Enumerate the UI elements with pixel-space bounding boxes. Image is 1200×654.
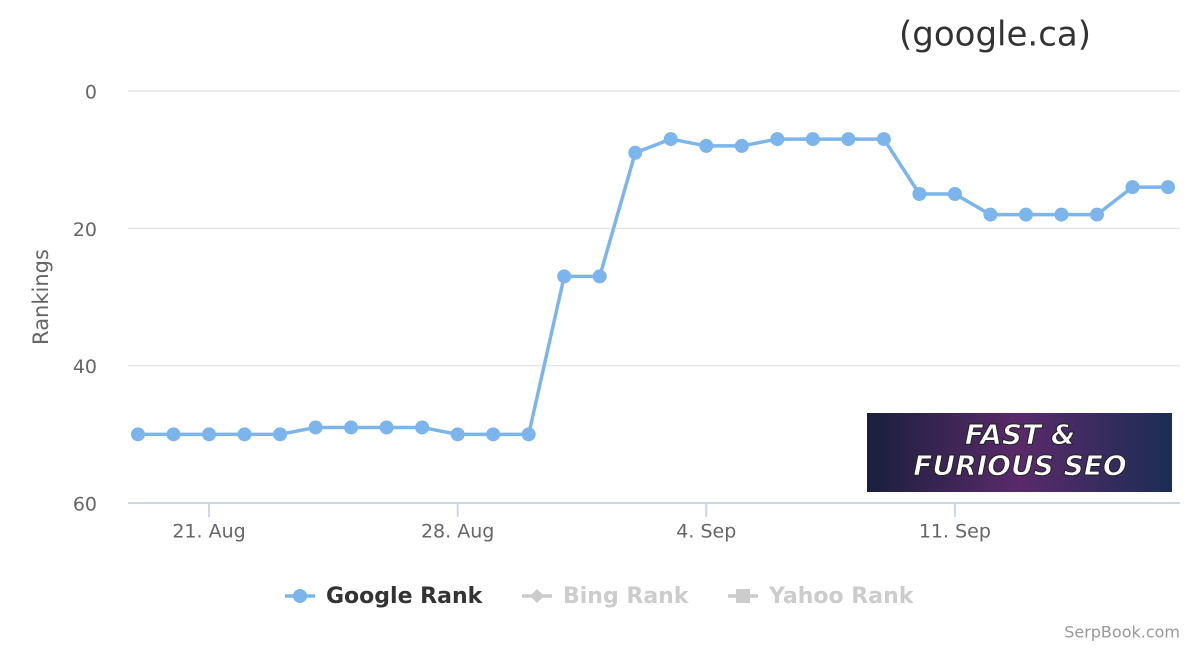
x-tick-label: 11. Sep [919, 521, 991, 543]
y-tick-label: 20 [73, 219, 97, 241]
series-line [138, 137, 1168, 437]
data-point [557, 269, 572, 284]
data-point [202, 427, 217, 442]
data-point [841, 132, 856, 147]
data-point [308, 420, 323, 435]
data-point [1054, 207, 1069, 222]
logo-background [867, 413, 1172, 492]
data-point [273, 427, 288, 442]
data-point [983, 207, 998, 222]
y-tick-label: 60 [73, 494, 97, 516]
data-point [521, 427, 536, 442]
legend-label[interactable]: Google Rank [326, 584, 484, 609]
y-tick-label: 0 [85, 82, 97, 104]
x-tick-label: 21. Aug [172, 521, 245, 543]
logo-line: FAST & [965, 418, 1076, 451]
legend-symbol [293, 589, 307, 603]
x-tick-label: 28. Aug [421, 521, 494, 543]
data-point [876, 132, 891, 147]
legend-label[interactable]: Yahoo Rank [768, 584, 915, 609]
logo: FAST & FURIOUS SEO [867, 413, 1172, 492]
data-point [131, 427, 145, 442]
legend-symbol [736, 589, 750, 603]
data-point [415, 420, 430, 435]
data-point [1089, 207, 1104, 222]
x-tick-label: 4. Sep [676, 521, 736, 543]
data-point [344, 420, 359, 435]
credit: SerpBook.com [1064, 623, 1180, 642]
data-point [592, 269, 607, 284]
legend-label[interactable]: Bing Rank [563, 584, 690, 609]
y-tick-label: 40 [73, 356, 97, 378]
data-point [166, 427, 181, 442]
data-point [450, 427, 465, 442]
data-point [379, 420, 394, 435]
legend-symbol [530, 589, 544, 603]
data-point [912, 187, 927, 201]
data-point [237, 427, 252, 442]
data-point [734, 138, 749, 153]
y-axis-title: Rankings [29, 249, 53, 345]
data-point [699, 138, 714, 153]
data-point [770, 132, 785, 147]
data-point [1018, 207, 1033, 222]
data-point [805, 132, 820, 147]
data-point [1125, 180, 1140, 195]
data-point [1161, 180, 1175, 195]
chart-title: (google.ca) [899, 15, 1091, 55]
logo-line: FURIOUS SEO [913, 449, 1126, 482]
data-point [628, 145, 643, 160]
data-point [486, 427, 501, 442]
data-point [663, 132, 678, 147]
data-point [947, 187, 962, 201]
